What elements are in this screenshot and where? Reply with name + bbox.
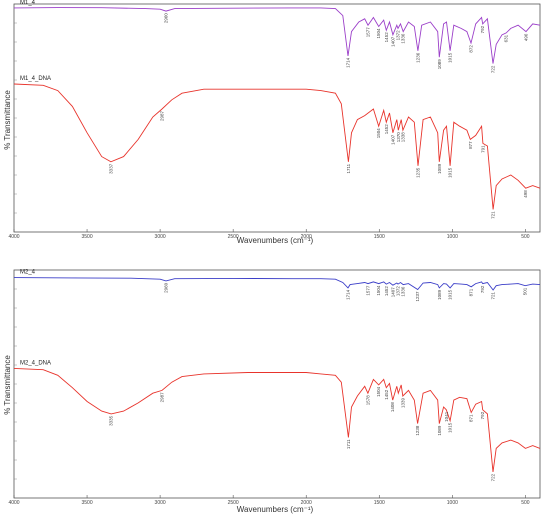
peak-label: 1089: [437, 163, 442, 174]
peak-label: 501: [523, 287, 528, 295]
plot-frame: [13, 3, 541, 233]
peak-label: 1089: [437, 289, 442, 300]
chart-panel-bottom: % Transmittance Wavenumbers (cm⁻¹) 4000 3…: [3, 269, 541, 514]
x-tick-label: 2000: [301, 500, 312, 506]
series-line: [13, 277, 541, 291]
peak-label: 1089: [437, 59, 442, 70]
peak-label: 1015: [448, 52, 453, 63]
peak-label: 2960: [164, 282, 169, 293]
peak-label: 792: [480, 411, 485, 419]
x-tick-label: 3000: [155, 500, 166, 506]
x-axis-label: Wavenumbers (cm⁻¹): [237, 505, 314, 514]
peak-label: 791: [480, 145, 485, 153]
x-tick-label: 3000: [155, 234, 166, 240]
peak-label: 2987: [160, 392, 165, 403]
peak-label: 722: [491, 473, 496, 481]
peak-label: 1407: [390, 287, 395, 298]
peak-label: 1452: [384, 124, 389, 135]
peak-label: 1714: [346, 289, 351, 300]
peak-label: 1089: [437, 425, 442, 436]
peak-label: 631: [504, 34, 509, 42]
peak-label: 1235: [416, 167, 421, 178]
x-tick-label: 2000: [301, 234, 312, 240]
peak-label: 1336: [401, 286, 406, 297]
peak-label: 3337: [108, 163, 113, 174]
peak-label: 2960: [164, 13, 169, 24]
x-tick-label: 1000: [447, 500, 458, 506]
peak-label: 1577: [366, 285, 371, 296]
series-line: [13, 367, 541, 472]
peak-label: 722: [491, 65, 496, 73]
peak-label: 877: [468, 141, 473, 149]
series-line: [13, 83, 541, 210]
x-axis-label: Wavenumbers (cm⁻¹): [237, 236, 314, 245]
peak-label: 3335: [109, 415, 114, 426]
x-tick-label: 3500: [81, 234, 92, 240]
x-tick-label: 4000: [8, 234, 19, 240]
peak-label: 1504: [376, 128, 381, 139]
peak-label: 1372: [396, 30, 401, 41]
peak-label: 1041: [444, 411, 449, 422]
peak-label: 1504: [376, 285, 381, 296]
peak-label: 721: [491, 211, 496, 219]
peak-label: 1578: [365, 395, 370, 406]
peak-label: 1338: [400, 132, 405, 143]
peak-label: 1015: [448, 167, 453, 178]
chart-panel-top: % Transmittance Wavenumbers (cm⁻¹) 4000 3…: [3, 0, 541, 245]
peak-label: 1336: [401, 33, 406, 44]
series-name-label: M2_4_DNA: [20, 360, 51, 366]
x-tick-label: 1500: [374, 234, 385, 240]
series-name-label: M1_4_DNA: [20, 76, 51, 82]
x-tick-label: 500: [521, 234, 530, 240]
peak-label: 1370: [396, 132, 401, 143]
peak-label: 1015: [448, 289, 453, 300]
peak-label: 1711: [346, 439, 351, 449]
peak-label: 1711: [346, 163, 351, 173]
peak-label: 1407: [390, 134, 395, 145]
peak-label: 1236: [415, 52, 420, 63]
x-tick-label: 2500: [228, 234, 239, 240]
peak-label: 721: [491, 292, 496, 300]
peak-label: 871: [469, 288, 474, 296]
plot-frame: [13, 269, 541, 499]
series-name-label: M2_4: [20, 270, 36, 276]
y-axis-label: % Transmittance: [3, 90, 12, 150]
peak-label: 496: [524, 33, 529, 41]
peak-label: 498: [523, 190, 528, 198]
series-name-label: M1_4: [20, 0, 36, 6]
x-tick-label: 3500: [81, 500, 92, 506]
x-tick-label: 1000: [447, 234, 458, 240]
peak-label: 1339: [400, 398, 405, 409]
peak-label: 1408: [390, 402, 395, 413]
peak-label: 1238: [415, 425, 420, 436]
peak-label: 1015: [448, 422, 453, 433]
x-tick-label: 4000: [8, 500, 19, 506]
peak-label: 1504: [376, 28, 381, 39]
peak-label: 1714: [346, 57, 351, 68]
peak-label: 1452: [384, 389, 389, 400]
y-axis-label: % Transmittance: [3, 355, 12, 415]
peak-label: 1504: [376, 386, 381, 397]
peak-label: 1452: [384, 286, 389, 297]
peak-label: 871: [469, 414, 474, 422]
x-tick-label: 1500: [374, 500, 385, 506]
peak-label: 1237: [415, 291, 420, 302]
peak-label: 1577: [366, 27, 371, 38]
x-tick-label: 500: [521, 500, 530, 506]
peak-label: 1452: [384, 32, 389, 43]
x-tick-label: 2500: [228, 500, 239, 506]
peak-label: 792: [480, 25, 485, 33]
peak-label: 872: [469, 45, 474, 53]
peak-label: 1407: [390, 36, 395, 47]
peak-label: 2987: [160, 111, 165, 122]
series-line: [13, 7, 541, 64]
peak-label: 1372: [396, 286, 401, 297]
peak-label: 792: [480, 285, 485, 293]
